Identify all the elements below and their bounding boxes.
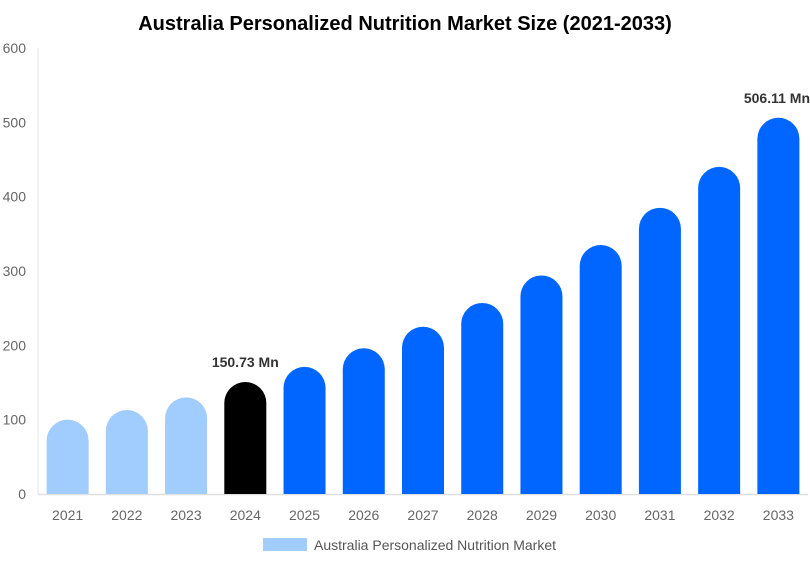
bar-2032[interactable] [698, 166, 741, 494]
x-tick-label: 2024 [230, 507, 261, 523]
bar-2022[interactable] [105, 410, 148, 494]
bar-2030[interactable] [579, 244, 622, 494]
legend[interactable]: Australia Personalized Nutrition Market [263, 537, 556, 553]
x-tick-label: 2027 [407, 507, 438, 523]
bar-2026[interactable] [342, 348, 385, 494]
y-tick-label: 0 [18, 486, 26, 502]
bar-2029[interactable] [520, 275, 563, 494]
bar-2023[interactable] [165, 397, 208, 494]
bar-2033[interactable] [757, 117, 800, 494]
chart-title: Australia Personalized Nutrition Market … [138, 13, 672, 35]
y-tick-label: 400 [3, 189, 27, 205]
x-axis: 2021 2022 2023 2024 2025 2026 2027 2028 2029 2030… [52, 507, 794, 523]
x-tick-label: 2025 [289, 507, 320, 523]
bar-2028[interactable] [461, 302, 504, 494]
data-label: 506.11 Mn [744, 90, 810, 106]
y-tick-label: 600 [3, 40, 27, 56]
x-tick-label: 2031 [644, 507, 675, 523]
legend-swatch [263, 538, 307, 551]
y-tick-label: 100 [3, 412, 27, 428]
data-label: 150.73 Mn [212, 354, 279, 370]
y-tick-label: 300 [3, 263, 27, 279]
bar-2025[interactable] [283, 366, 326, 494]
x-tick-label: 2033 [763, 507, 794, 523]
x-tick-label: 2030 [585, 507, 616, 523]
x-tick-label: 2026 [348, 507, 379, 523]
bars [46, 117, 800, 494]
bar-2027[interactable] [402, 326, 444, 494]
y-tick-label: 200 [3, 337, 27, 353]
x-tick-label: 2032 [704, 507, 735, 523]
legend-label: Australia Personalized Nutrition Market [314, 537, 556, 553]
bar-2021[interactable] [46, 419, 89, 494]
x-tick-label: 2028 [467, 507, 498, 523]
y-tick-label: 500 [3, 114, 27, 130]
x-tick-label: 2023 [170, 507, 201, 523]
x-tick-label: 2029 [526, 507, 557, 523]
bar-2031[interactable] [638, 207, 681, 494]
data-labels: 150.73 Mn 506.11 Mn [212, 90, 810, 370]
bar-2024[interactable] [224, 381, 267, 494]
x-tick-label: 2021 [52, 507, 83, 523]
x-tick-label: 2022 [111, 507, 142, 523]
y-axis: 0 100 200 300 400 500 600 [3, 40, 27, 502]
